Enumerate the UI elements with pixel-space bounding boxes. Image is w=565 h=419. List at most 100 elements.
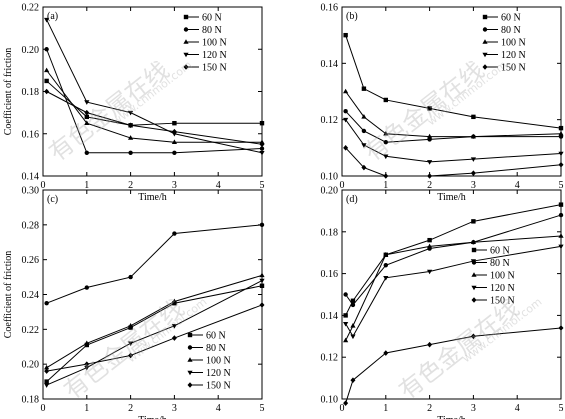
data-point: [558, 212, 564, 218]
series-150n: [44, 302, 265, 374]
legend-marker: [482, 14, 488, 20]
x-tick-label: 3: [471, 403, 476, 414]
series-60n: [343, 202, 564, 318]
series-line: [345, 110, 561, 143]
chart-panel-a: 0 1 2 3 4 5 0.14 0.16 0.18 0.20 0.22 Time/h Coeffici…: [3, 3, 265, 203]
data-point: [44, 301, 49, 306]
data-point: [350, 377, 356, 383]
legend-label: 120 N: [490, 283, 515, 294]
data-point: [343, 109, 348, 114]
data-point: [427, 269, 433, 275]
legend-item: 150 N: [183, 63, 227, 74]
data-point: [470, 239, 476, 245]
series-80n: [343, 212, 564, 308]
data-point: [383, 251, 389, 257]
series-60n: [44, 78, 265, 128]
legend-label: 120 N: [501, 50, 526, 61]
legend-label: 100 N: [202, 38, 227, 49]
x-axis-label: Time/h: [138, 415, 167, 419]
legend-label: 80 N: [501, 25, 521, 36]
legend-marker: [183, 14, 189, 20]
data-point: [259, 283, 265, 288]
data-point: [84, 100, 90, 105]
legend-marker: [187, 357, 193, 362]
x-tick-label: 2: [128, 180, 133, 191]
legend-item: 150 N: [482, 63, 526, 74]
data-point: [350, 302, 356, 308]
legend-label: 100 N: [206, 356, 231, 367]
series-100n: [44, 272, 265, 370]
x-tick-label: 2: [427, 403, 432, 414]
legend-marker: [482, 64, 488, 70]
x-tick-label: 4: [515, 403, 520, 414]
x-axis-label: Time/h: [138, 192, 167, 203]
legend-item: 60 N: [471, 246, 510, 257]
y-tick-label: 0.14: [22, 172, 40, 183]
y-tick-label: 0.18: [22, 395, 40, 406]
x-axis-label: Time/h: [437, 415, 466, 419]
legend-label: 60 N: [490, 246, 510, 257]
y-tick-label: 0.10: [321, 172, 339, 183]
legend-marker: [471, 247, 477, 253]
data-point: [128, 122, 134, 129]
data-point: [427, 133, 433, 139]
legend-marker: [471, 285, 477, 291]
data-point: [259, 278, 265, 284]
data-point: [350, 334, 356, 340]
legend-label: 100 N: [490, 271, 515, 282]
y-tick-label: 0.18: [321, 227, 339, 238]
data-point: [128, 150, 133, 155]
data-point: [84, 109, 90, 116]
data-point: [383, 350, 389, 356]
y-axis-label: Coefficient of friction: [3, 48, 14, 136]
data-point: [172, 231, 177, 236]
data-point: [383, 276, 389, 281]
legend-label: 120 N: [206, 368, 231, 379]
legend-marker: [482, 39, 488, 44]
legend-marker: [183, 27, 189, 32]
legend-item: 60 N: [183, 13, 222, 24]
plot-frame: [341, 189, 562, 400]
x-tick-label: 5: [260, 403, 265, 414]
data-point: [343, 337, 349, 343]
legend-marker: [471, 272, 477, 277]
data-point: [470, 170, 476, 176]
panel-label: (a): [47, 11, 58, 22]
chart-panel-b: 0 1 2 3 4 5 0.10 0.12 0.14 0.16 Time/h (b) 60 N80 N 1…: [321, 3, 564, 203]
data-point: [171, 298, 177, 304]
legend-marker: [482, 27, 488, 32]
data-point: [427, 160, 433, 165]
data-point: [383, 263, 388, 268]
x-tick-label: 4: [216, 180, 221, 191]
legend-marker: [187, 370, 193, 376]
x-tick-label: 4: [515, 180, 520, 191]
data-point: [383, 130, 389, 136]
legend-item: 120 N: [482, 50, 526, 61]
x-tick-label: 0: [340, 403, 345, 414]
data-point: [343, 117, 349, 123]
x-tick-label: 0: [41, 180, 46, 191]
data-point: [361, 164, 367, 171]
data-point: [343, 322, 349, 327]
data-point: [383, 97, 388, 103]
legend-label: 80 N: [206, 343, 226, 354]
legend-marker: [183, 39, 189, 44]
data-point: [471, 114, 476, 120]
data-point: [343, 292, 348, 297]
x-tick-label: 3: [172, 180, 177, 191]
series-60n: [343, 32, 564, 131]
plot-frame: [341, 6, 562, 177]
y-tick-label: 0.12: [321, 115, 339, 126]
data-point: [84, 150, 90, 155]
data-point: [84, 285, 90, 290]
data-point: [44, 364, 50, 370]
data-point: [44, 88, 50, 95]
legend-item: 100 N: [183, 38, 227, 49]
data-point: [44, 383, 50, 388]
data-point: [558, 151, 564, 157]
legend-label: 120 N: [202, 50, 227, 61]
data-point: [558, 202, 564, 207]
x-tick-label: 2: [128, 403, 133, 414]
